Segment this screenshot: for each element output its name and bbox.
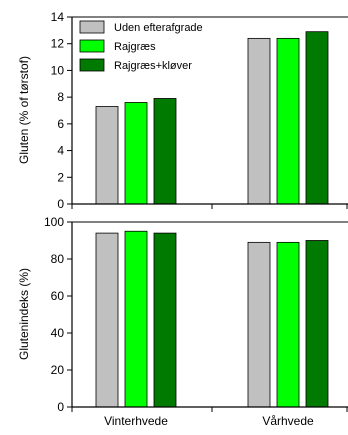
- bar-1-1: [276, 37, 300, 205]
- legend-swatch-1: [79, 39, 105, 53]
- y-tick-label: 40: [51, 326, 65, 340]
- bar-2-0: [153, 232, 177, 408]
- y-tick-label: 4: [57, 144, 64, 158]
- bar-0-1: [247, 241, 271, 408]
- y-tick-label: 8: [57, 90, 64, 104]
- legend-swatch-0: [79, 20, 105, 34]
- bar-0-0: [95, 232, 119, 408]
- x-category-label: Vinterhvede: [104, 414, 168, 428]
- y-tick-label: 10: [51, 63, 65, 77]
- y-tick-label: 0: [57, 400, 64, 414]
- legend-label: Rajgræs+kløver: [114, 60, 192, 72]
- bar-2-1: [305, 240, 329, 408]
- y-tick-label: 6: [57, 117, 64, 131]
- bar-1-0: [124, 230, 148, 408]
- y-tick-label: 0: [57, 197, 64, 211]
- panel-glutenindeks: 0 20 40 60 80 100 Glutenindeks (%) Vinterhvede V…: [17, 215, 348, 428]
- y-tick-label: 60: [51, 289, 65, 303]
- bar-1-1: [276, 241, 300, 408]
- y-tick-label: 14: [51, 10, 65, 24]
- y-tick-label: 2: [57, 170, 64, 184]
- y-tick-label: 20: [51, 363, 65, 377]
- bar-0-0: [95, 106, 119, 205]
- y-tick-label: 80: [51, 252, 65, 266]
- y-axis-title: Glutenindeks (%): [17, 268, 31, 360]
- x-category-label: Vårhvede: [262, 414, 314, 428]
- y-axis-title: Gluten (% of tørstof): [17, 56, 31, 164]
- y-tick-label: 12: [51, 37, 65, 51]
- panel-gluten: 0 2 4 6 8 10 12 14 Gluten (% of tørstof) Uden eft…: [17, 10, 348, 211]
- legend-label: Rajgræs: [114, 41, 156, 53]
- bar-0-1: [247, 37, 271, 205]
- legend-label: Uden efterafgrade: [114, 22, 203, 34]
- bar-2-0: [153, 98, 177, 205]
- bar-1-0: [124, 102, 148, 205]
- legend-swatch-2: [79, 58, 105, 72]
- bar-2-1: [305, 31, 329, 205]
- y-tick-label: 100: [44, 215, 64, 229]
